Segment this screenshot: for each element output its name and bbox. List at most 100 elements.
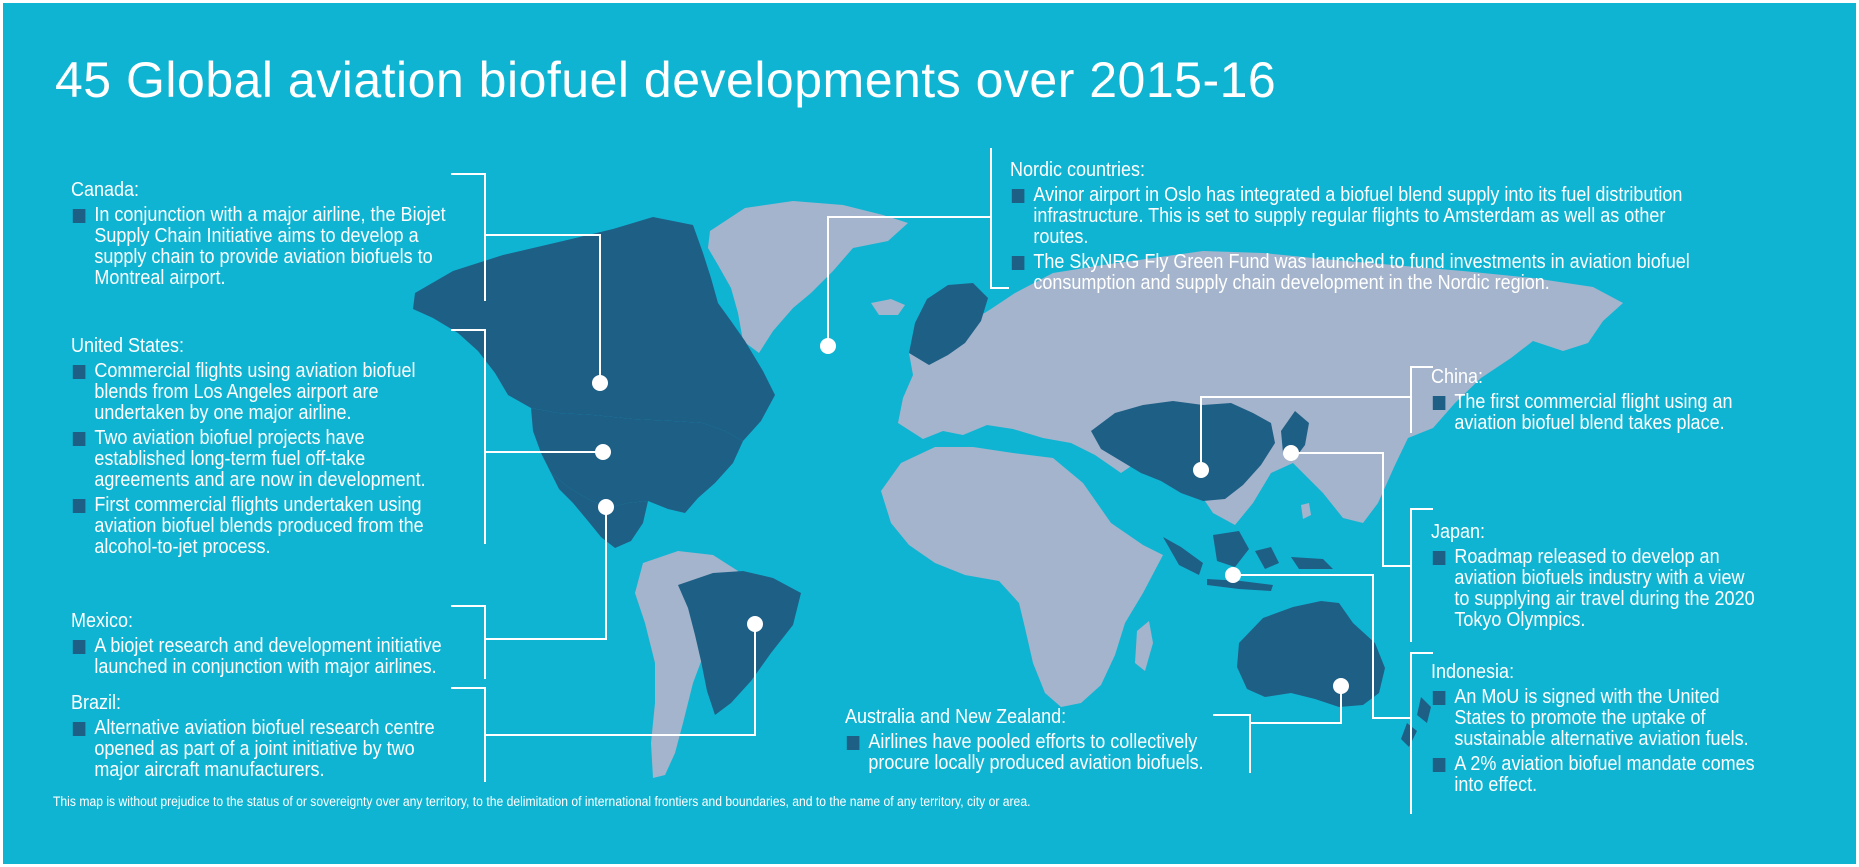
- bullet-list-japan: Roadmap released to develop an aviation …: [1431, 547, 1755, 631]
- bullet-list-united-states: Commercial flights using aviation biofue…: [71, 361, 449, 558]
- dot-mexico: [598, 499, 614, 515]
- bullet-square-icon: [846, 736, 860, 750]
- region-name-brazil: Brazil:: [71, 692, 122, 714]
- region-name-japan: Japan:: [1431, 521, 1486, 543]
- callout-united-states: United States: Commercial flights using …: [71, 336, 449, 562]
- callout-line-brazil: [451, 624, 756, 782]
- bullet-text: Roadmap released to develop an aviation …: [1454, 546, 1755, 631]
- bullet-square-icon: [72, 209, 86, 223]
- dot-canada: [592, 375, 608, 391]
- callout-nordic: Nordic countries: Avinor airport in Oslo…: [1010, 160, 1712, 298]
- bullet-list-canada: In conjunction with a major airline, the…: [71, 205, 449, 289]
- region-name-australia-nz: Australia and New Zealand:: [845, 706, 1067, 728]
- dot-nordic: [820, 338, 836, 354]
- bullet-item: An MoU is signed with the United States …: [1431, 687, 1760, 750]
- bullet-list-nordic: Avinor airport in Oslo has integrated a …: [1010, 185, 1712, 294]
- bullet-list-indonesia: An MoU is signed with the United States …: [1431, 687, 1760, 796]
- location-dots: [592, 338, 1349, 694]
- land-australia: [1237, 601, 1385, 707]
- region-name-nordic: Nordic countries:: [1010, 159, 1146, 181]
- land-indonesia-sumatra: [1163, 537, 1203, 575]
- land-indonesia-java: [1207, 579, 1273, 591]
- land-canada-alaska: [413, 217, 775, 441]
- bullet-square-icon: [1011, 256, 1025, 270]
- dot-indonesia: [1225, 567, 1241, 583]
- land-nordic: [909, 283, 988, 365]
- region-name-mexico: Mexico:: [71, 610, 134, 632]
- bullet-item: A biojet research and development initia…: [71, 636, 467, 678]
- callout-indonesia: Indonesia: An MoU is signed with the Uni…: [1431, 662, 1760, 800]
- bullet-item: The first commercial flight using an avi…: [1431, 392, 1755, 434]
- callout-mexico: Mexico: A biojet research and developmen…: [71, 611, 467, 682]
- map-disclaimer: This map is without prejudice to the sta…: [53, 794, 1031, 809]
- callout-line-canada: [451, 173, 601, 383]
- highlighted-countries: [413, 217, 1431, 747]
- bullet-text: Two aviation biofuel projects have estab…: [94, 427, 426, 491]
- callout-australia-nz: Australia and New Zealand: Airlines have…: [845, 707, 1223, 778]
- land-new-zealand: [1401, 697, 1431, 747]
- world-map: [413, 148, 1623, 814]
- dot-china: [1193, 462, 1209, 478]
- infographic: 45 Global aviation biofuel developments …: [3, 3, 1856, 864]
- bullet-item: A 2% aviation biofuel mandate comes into…: [1431, 754, 1760, 796]
- page-title: 45 Global aviation biofuel developments …: [55, 52, 1277, 108]
- callout-line-mexico: [451, 507, 607, 679]
- bullet-square-icon: [72, 499, 86, 513]
- land-uk: [929, 347, 953, 385]
- bullet-square-icon: [1432, 551, 1446, 565]
- bullet-text: A biojet research and development initia…: [94, 635, 442, 678]
- bullet-item: Roadmap released to develop an aviation …: [1431, 547, 1755, 631]
- land-africa: [881, 447, 1163, 707]
- region-name-canada: Canada:: [71, 179, 140, 201]
- bullet-text: The SkyNRG Fly Green Fund was launched t…: [1033, 251, 1690, 294]
- land-madagascar: [1135, 621, 1153, 671]
- bullet-square-icon: [72, 365, 86, 379]
- callout-line-us: [451, 329, 603, 544]
- bullet-item: Commercial flights using aviation biofue…: [71, 361, 449, 424]
- bullet-list-china: The first commercial flight using an avi…: [1431, 392, 1755, 434]
- dot-us: [595, 444, 611, 460]
- callout-canada: Canada: In conjunction with a major airl…: [71, 180, 449, 293]
- callout-line-indonesia: [1233, 574, 1433, 814]
- bullet-item: Airlines have pooled efforts to collecti…: [845, 732, 1223, 774]
- region-name-united-states: United States:: [71, 335, 185, 357]
- bullet-list-mexico: A biojet research and development initia…: [71, 636, 467, 678]
- bullet-text: First commercial flights undertaken usin…: [94, 494, 424, 558]
- land-china: [1091, 401, 1275, 501]
- callout-japan: Japan: Roadmap released to develop an av…: [1431, 522, 1755, 635]
- callout-brazil: Brazil: Alternative aviation biofuel res…: [71, 693, 449, 785]
- bullet-text: The first commercial flight using an avi…: [1454, 391, 1733, 434]
- bullet-square-icon: [1432, 691, 1446, 705]
- bullet-text: An MoU is signed with the United States …: [1454, 686, 1749, 750]
- land-masses: [635, 201, 1623, 778]
- callout-line-australia: [1213, 686, 1342, 773]
- bullet-square-icon: [72, 640, 86, 654]
- dot-japan: [1283, 445, 1299, 461]
- bullet-item: The SkyNRG Fly Green Fund was launched t…: [1010, 252, 1712, 294]
- dot-brazil: [747, 616, 763, 632]
- bullet-item: Alternative aviation biofuel research ce…: [71, 718, 449, 781]
- land-united-states: [531, 408, 743, 513]
- bullet-item: In conjunction with a major airline, the…: [71, 205, 449, 289]
- callout-lines: [451, 148, 1433, 814]
- land-greenland: [708, 201, 908, 353]
- bullet-text: Avinor airport in Oslo has integrated a …: [1033, 184, 1683, 248]
- bullet-list-australia-nz: Airlines have pooled efforts to collecti…: [845, 732, 1223, 774]
- bullet-text: In conjunction with a major airline, the…: [94, 204, 446, 289]
- callout-line-china: [1200, 366, 1433, 470]
- bullet-text: A 2% aviation biofuel mandate comes into…: [1454, 753, 1755, 796]
- region-name-indonesia: Indonesia:: [1431, 661, 1515, 683]
- land-indonesia-borneo: [1213, 531, 1249, 567]
- callout-china: China: The first commercial flight using…: [1431, 367, 1755, 438]
- bullet-text: Commercial flights using aviation biofue…: [94, 360, 416, 424]
- bullet-text: Airlines have pooled efforts to collecti…: [868, 731, 1204, 774]
- bullet-square-icon: [1432, 396, 1446, 410]
- land-brazil: [678, 571, 801, 715]
- land-iceland: [871, 299, 905, 315]
- bullet-square-icon: [1011, 189, 1025, 203]
- callout-line-nordic: [827, 148, 1009, 346]
- bullet-square-icon: [72, 722, 86, 736]
- bullet-square-icon: [1432, 758, 1446, 772]
- dot-australia: [1333, 678, 1349, 694]
- bullet-item: First commercial flights undertaken usin…: [71, 495, 449, 558]
